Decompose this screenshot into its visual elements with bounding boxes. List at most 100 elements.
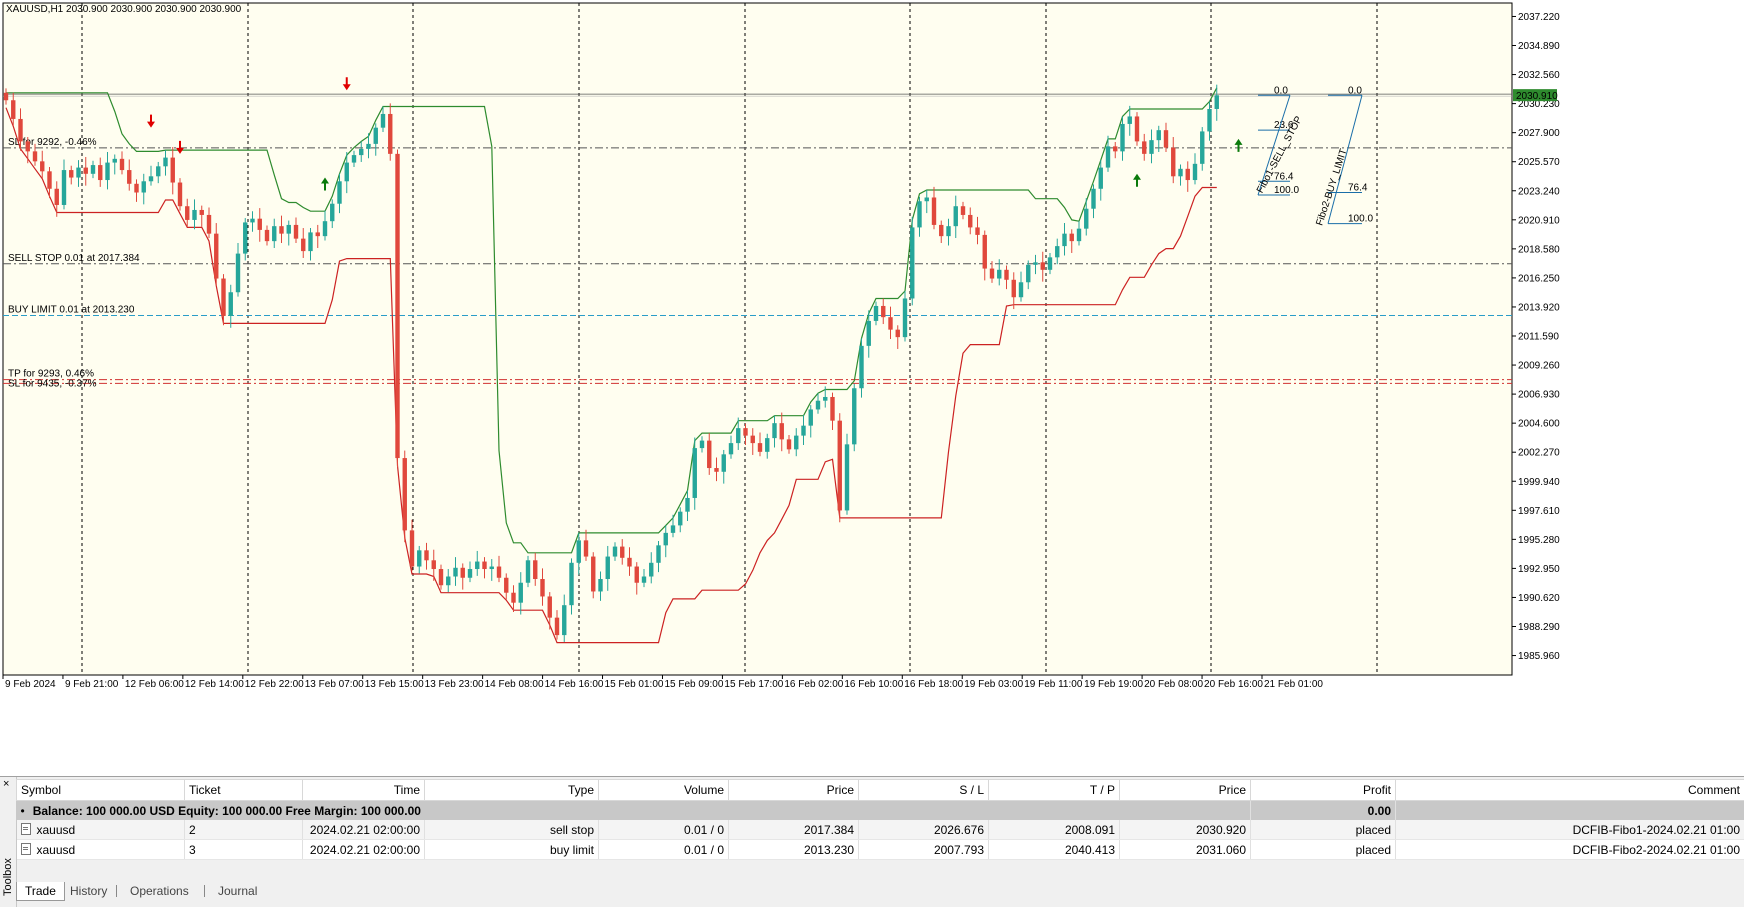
tab-trade[interactable]: Trade (16, 882, 65, 901)
candle-body (606, 557, 610, 579)
order-current-price: 2030.920 (1120, 820, 1251, 840)
order-sl[interactable]: 2026.676 (859, 820, 989, 840)
candle-body (432, 560, 436, 569)
fibo1-level-label: 76.4 (1274, 171, 1294, 182)
order-sl[interactable]: 2007.793 (859, 840, 989, 860)
candle-body (301, 239, 305, 251)
candle-body (504, 578, 508, 593)
candle-body (1164, 130, 1168, 147)
time-tick-label: 16 Feb 10:00 (844, 679, 903, 690)
candle-body (55, 189, 59, 205)
col-profit[interactable]: Profit (1251, 780, 1396, 801)
candle-body (134, 184, 138, 193)
candle-body (852, 388, 856, 444)
col-tp[interactable]: T / P (989, 780, 1120, 801)
col-ticket[interactable]: Ticket (185, 780, 303, 801)
current-price-label: 2030.910 (1516, 91, 1558, 102)
candle-body (765, 438, 769, 452)
price-axis: 2037.2202034.8902032.5602030.2302027.900… (1512, 12, 1560, 662)
col-volume[interactable]: Volume (599, 780, 729, 801)
candle (591, 552, 595, 598)
order-row[interactable]: xauusd 2 2024.02.21 02:00:00 sell stop 0… (17, 820, 1744, 840)
col-sl[interactable]: S / L (859, 780, 989, 801)
candle (910, 217, 914, 306)
price-tick-label: 2025.570 (1518, 157, 1560, 168)
order-price[interactable]: 2013.230 (729, 840, 859, 860)
candle-body (40, 161, 44, 171)
candle-body (635, 567, 639, 583)
candle-body (642, 577, 646, 583)
candle-body (18, 119, 22, 141)
price-tick-label: 2011.590 (1518, 332, 1559, 343)
price-tick-label: 2016.250 (1518, 273, 1560, 284)
price-tick-label: 1988.290 (1518, 622, 1560, 633)
candle-body (105, 163, 109, 180)
order-tp[interactable]: 2008.091 (989, 820, 1120, 840)
candle-body (337, 181, 341, 203)
tab-operations[interactable]: Operations (122, 882, 197, 900)
balance-profit: 0.00 (1251, 801, 1396, 821)
col-price[interactable]: Price (729, 780, 859, 801)
candle-body (656, 545, 660, 562)
candle-body (468, 569, 472, 578)
order-row[interactable]: xauusd 3 2024.02.21 02:00:00 buy limit 0… (17, 840, 1744, 860)
time-tick-label: 16 Feb 02:00 (784, 679, 843, 690)
order-document-icon (21, 823, 31, 835)
chart-canvas[interactable]: 2037.2202034.8902032.5602030.2302027.900… (0, 0, 1744, 780)
candle-body (265, 230, 269, 241)
candle-body (1099, 168, 1103, 189)
candle-body (446, 577, 450, 586)
tab-history[interactable]: History (62, 882, 115, 900)
chart-background (0, 0, 1744, 780)
candle-body (511, 593, 515, 603)
tab-journal[interactable]: Journal (210, 882, 265, 900)
balance-row[interactable]: •Balance: 100 000.00 USD Equity: 100 000… (17, 801, 1744, 821)
candle-body (490, 567, 494, 569)
time-tick-label: 9 Feb 2024 (5, 679, 56, 690)
time-tick-label: 21 Feb 01:00 (1264, 679, 1323, 690)
time-tick-label: 14 Feb 08:00 (485, 679, 544, 690)
candle-body (722, 454, 726, 471)
candle-body (649, 563, 653, 577)
candle-body (308, 232, 312, 251)
col-current-price[interactable]: Price (1120, 780, 1251, 801)
candle-body (381, 114, 385, 128)
col-comment[interactable]: Comment (1396, 780, 1744, 801)
candle-body (1178, 169, 1182, 176)
fibo2-level-label: 100.0 (1348, 214, 1373, 225)
tab-separator (116, 885, 117, 897)
price-tick-label: 2037.220 (1518, 12, 1560, 23)
col-type[interactable]: Type (425, 780, 599, 801)
order-comment: DCFIB-Fibo2-2024.02.21 01:00 (1396, 840, 1744, 860)
candle-body (896, 330, 900, 337)
candle-body (388, 114, 392, 154)
time-tick-label: 16 Feb 18:00 (904, 679, 963, 690)
col-time[interactable]: Time (303, 780, 425, 801)
sell-stop-label: SELL STOP 0.01 at 2017.384 (8, 253, 140, 264)
order-price[interactable]: 2017.384 (729, 820, 859, 840)
candle-body (1157, 130, 1161, 140)
time-tick-label: 12 Feb 22:00 (245, 679, 304, 690)
candle-body (294, 225, 298, 239)
candle-body (932, 197, 936, 224)
candle-body (461, 568, 465, 578)
candle-body (1070, 234, 1074, 241)
candle-body (1048, 257, 1052, 269)
candle-body (69, 170, 73, 177)
time-tick-label: 13 Feb 15:00 (365, 679, 424, 690)
candle-body (424, 550, 428, 560)
close-icon[interactable]: × (3, 779, 9, 790)
candle-body (736, 428, 740, 443)
candle-body (801, 426, 805, 436)
col-symbol[interactable]: Symbol (17, 780, 185, 801)
time-tick-label: 13 Feb 23:00 (425, 679, 484, 690)
candle-body (120, 159, 124, 170)
fibo2-level-label: 0.0 (1348, 85, 1362, 96)
candle-body (1077, 229, 1081, 241)
order-tp[interactable]: 2040.413 (989, 840, 1120, 860)
candle-body (395, 154, 399, 458)
candle-body (26, 141, 30, 151)
price-tick-label: 2032.560 (1518, 70, 1560, 81)
candle-body (809, 409, 813, 425)
